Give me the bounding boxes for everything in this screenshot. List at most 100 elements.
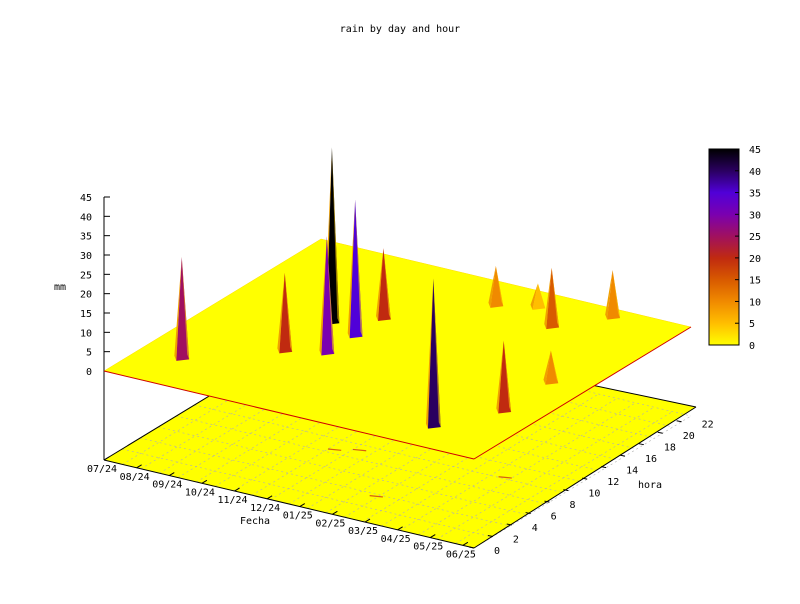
rain-peak-face — [284, 272, 293, 352]
y-tick — [619, 454, 626, 457]
y-tick-label: 14 — [626, 466, 638, 477]
rain-peak-face — [319, 236, 327, 356]
z-axis-label: mm — [54, 282, 66, 293]
y-axis-label: hora — [638, 480, 662, 491]
x-tick — [266, 495, 273, 500]
y-tick — [582, 477, 588, 480]
chart-title: rain by day and hour — [340, 24, 460, 35]
y-tick — [544, 500, 550, 503]
floor-grid-line — [436, 406, 655, 540]
rain-peak-face — [551, 267, 560, 328]
rain-peak — [279, 272, 293, 354]
x-tick-label: 04/25 — [381, 534, 411, 545]
x-tick — [136, 464, 142, 469]
rain-peak-face — [537, 283, 546, 309]
rain-peak — [349, 199, 363, 339]
x-tick-label: 07/24 — [87, 464, 117, 475]
z-tick-label: 40 — [80, 212, 92, 223]
y-tick — [657, 431, 663, 434]
surface-edge — [103, 370, 475, 460]
x-tick — [462, 541, 469, 546]
rain-peak — [378, 248, 391, 322]
y-tick — [676, 420, 682, 423]
y-tick-label: 16 — [645, 454, 657, 465]
x-tick — [103, 456, 110, 461]
x-tick-label: 09/24 — [152, 480, 182, 491]
x-tick — [201, 479, 208, 484]
colorbar-tick-label: 45 — [749, 145, 761, 156]
y-tick — [525, 512, 531, 515]
rain-peak-face — [530, 283, 538, 310]
x-tick-label: 11/24 — [217, 495, 247, 506]
y-tick-label: 18 — [664, 443, 676, 454]
rain-peak-face — [425, 278, 434, 429]
rain-peak-face — [488, 265, 496, 308]
z-tick-label: 45 — [80, 193, 92, 204]
y-tick-label: 10 — [588, 489, 600, 500]
y-tick — [638, 443, 644, 446]
rain-peak — [326, 147, 340, 325]
z-tick-label: 5 — [86, 348, 92, 359]
rain-peak-face — [433, 278, 441, 428]
rain-peak-face — [174, 257, 182, 361]
rain-peak-face — [347, 199, 356, 339]
x-tick — [430, 534, 436, 539]
colorbar-tick-label: 40 — [749, 167, 761, 178]
rain-peak-face — [383, 248, 391, 320]
floor-grid-line — [399, 398, 618, 531]
colorbar: 0 5 10 15 20 25 30 35 40 45 — [708, 145, 761, 352]
colorbar-tick-label: 20 — [749, 254, 761, 265]
floor-grid-line — [158, 426, 529, 516]
x-tick-label: 12/24 — [250, 503, 280, 514]
rain-peak-face — [376, 248, 384, 322]
x-tick — [332, 510, 338, 515]
y-tick-label: 20 — [683, 431, 695, 442]
rain-peak — [490, 265, 504, 308]
x-tick-label: 02/25 — [315, 518, 345, 529]
y-tick-label: 12 — [607, 477, 619, 488]
rain-peak-face — [277, 272, 285, 354]
x-tick — [397, 526, 403, 531]
rain-peak — [176, 257, 190, 361]
rain-peak-face — [326, 236, 335, 354]
x-axis-line — [103, 459, 475, 549]
floor-grid-line — [176, 415, 547, 505]
rain-peak-face — [181, 257, 190, 360]
rain-peak — [607, 269, 621, 320]
rain-peak-face — [612, 269, 621, 319]
floor-grid-line — [194, 404, 565, 494]
x-tick-label: 05/25 — [413, 542, 443, 553]
floor-rain-mark — [498, 476, 512, 479]
z-tick-label: 25 — [80, 270, 92, 281]
x-tick — [168, 472, 175, 476]
x-tick — [234, 487, 240, 492]
z-tick-label: 20 — [80, 290, 92, 301]
x-tick-label: 10/24 — [185, 487, 215, 498]
floor-rain-mark — [369, 495, 383, 498]
colorbar-tick-label: 30 — [749, 210, 761, 221]
y-tick — [468, 546, 475, 549]
z-tick-label: 15 — [80, 309, 92, 320]
colorbar-gradient — [708, 148, 740, 346]
z-tick-label: 30 — [80, 251, 92, 262]
colorbar-tick-label: 15 — [749, 276, 761, 287]
rain-peak — [545, 350, 559, 385]
y-tick-label: 4 — [532, 523, 538, 534]
y-tick-label: 6 — [551, 512, 557, 523]
x-tick — [364, 518, 371, 523]
colorbar-tick-label: 25 — [749, 232, 761, 243]
rain-peak-face — [550, 350, 559, 384]
y-tick-label: 8 — [569, 500, 575, 511]
y-tick — [563, 489, 569, 492]
surface-edge — [473, 326, 692, 460]
y-tick — [600, 466, 607, 469]
floor-grid-line — [122, 448, 493, 538]
floor-grid-line — [418, 402, 636, 536]
y-tick-label: 22 — [702, 420, 714, 431]
rain-peak-face — [605, 269, 613, 320]
x-tick-label: 03/25 — [348, 526, 378, 537]
colorbar-tick-label: 10 — [749, 297, 761, 308]
z-tick-label: 0 — [86, 367, 92, 378]
z-tick-label: 10 — [80, 328, 92, 339]
